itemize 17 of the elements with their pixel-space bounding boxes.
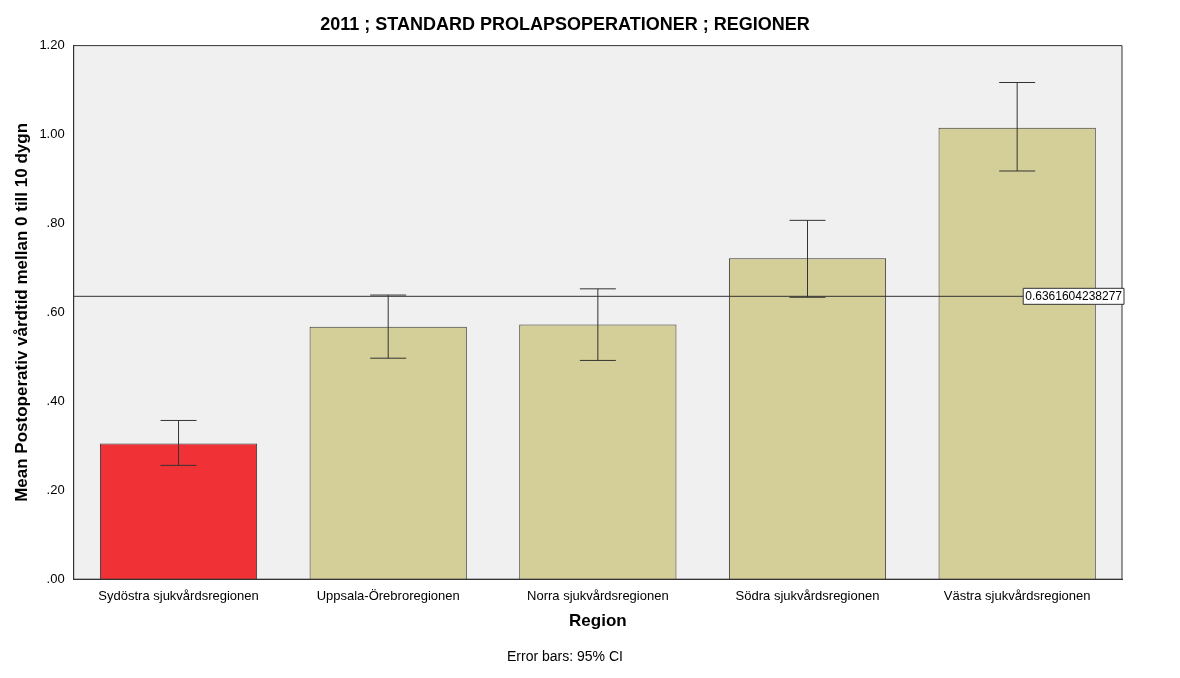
y-tick-label: .80	[46, 215, 65, 231]
y-tick-label: .00	[46, 570, 65, 586]
x-tick-label: Sydöstra sjukvårdsregionen	[98, 587, 259, 603]
x-axis-title: Region	[569, 610, 627, 630]
y-axis-title: Mean Postoperativ vårdtid mellan 0 till 10 dygn	[11, 122, 31, 502]
x-tick-label: Uppsala-Örebroregionen	[316, 587, 460, 603]
y-tick-label: .20	[46, 481, 65, 497]
y-tick-label: 1.20	[39, 37, 65, 53]
chart-title: 2011 ; STANDARD PROLAPSOPERATIONER ; REGIONER	[320, 13, 810, 34]
x-tick-label: Norra sjukvårdsregionen	[527, 587, 669, 603]
ref-line-label: 0.6361604238277	[1025, 288, 1123, 303]
text: Error bars: 95% CI	[507, 648, 623, 665]
x-tick-label: Västra sjukvårdsregionen	[943, 587, 1091, 603]
y-tick-label: .40	[46, 392, 65, 408]
x-tick-label: Södra sjukvårdsregionen	[735, 587, 880, 603]
y-tick-label: .60	[46, 303, 65, 319]
y-tick-label: 1.00	[39, 126, 65, 142]
